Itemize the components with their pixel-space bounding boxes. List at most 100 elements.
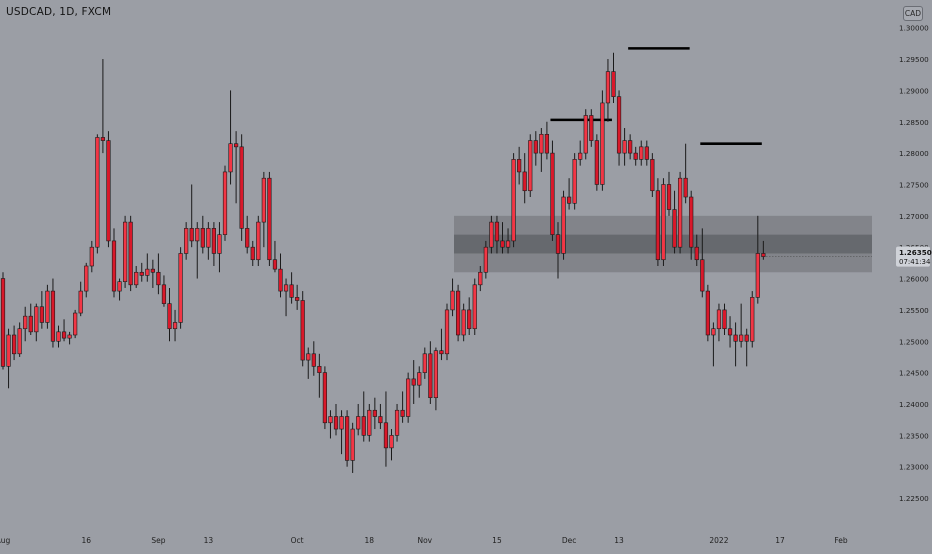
candle-body [461, 309, 466, 336]
candle [106, 131, 111, 248]
candle-body [755, 253, 760, 298]
candle [639, 140, 644, 166]
candle [61, 319, 67, 342]
candle [289, 272, 294, 304]
candle-body [73, 312, 78, 336]
candle [400, 391, 405, 423]
candle [45, 284, 50, 329]
candle [550, 140, 555, 241]
candle [594, 134, 599, 191]
candle [100, 59, 105, 154]
candle-body [467, 309, 472, 330]
candle-body [100, 137, 105, 141]
time-axis[interactable]: Aug 16 Sep 13 Oct 18 Nov 15 Dec 13 2022 17 Feb [0, 536, 848, 545]
price-tick-label: 1.28500 [899, 118, 929, 127]
candle [655, 178, 660, 266]
candle [572, 153, 577, 210]
candle [450, 278, 455, 317]
candle-body [117, 281, 122, 292]
candle-body [234, 143, 239, 148]
candle-body [533, 140, 538, 154]
candle-body [572, 159, 577, 204]
time-tick-label: 16 [81, 536, 91, 545]
candle [272, 240, 278, 273]
candle [511, 153, 516, 248]
candle-body [56, 331, 61, 342]
time-tick-label: 17 [775, 536, 785, 545]
candle [250, 240, 255, 266]
candle-body [750, 297, 755, 342]
candle-body [744, 334, 749, 342]
candle-body [228, 143, 233, 173]
candle-body [178, 253, 183, 323]
candle [17, 322, 22, 357]
candle [367, 403, 372, 442]
time-tick-label: Aug [0, 536, 11, 545]
candle [394, 403, 400, 442]
candle [483, 240, 488, 279]
candle [78, 281, 83, 317]
candle [733, 322, 738, 367]
candle-body [378, 416, 383, 424]
candle [333, 403, 339, 436]
candle [428, 341, 433, 404]
candle-body [272, 259, 278, 270]
candle [189, 184, 194, 248]
candle-body [39, 306, 44, 323]
candle-body [650, 159, 655, 192]
candle [228, 90, 233, 185]
candle [433, 347, 439, 411]
candle-body [450, 290, 455, 311]
candle [561, 190, 566, 260]
candle [150, 259, 155, 288]
candle [261, 171, 266, 248]
candle-body [300, 300, 305, 361]
candle [689, 190, 694, 260]
candle [139, 262, 144, 282]
candle [267, 171, 272, 266]
candle [744, 328, 749, 367]
candle [50, 278, 56, 348]
candle [322, 366, 328, 430]
candle-body [356, 416, 361, 430]
candle [439, 328, 444, 361]
candle-body [344, 416, 350, 461]
price-tick-label: 1.27000 [899, 212, 929, 221]
resistance-lines [550, 47, 762, 146]
currency-badge[interactable]: CAD [903, 6, 923, 21]
candle [467, 297, 472, 335]
candle-body [211, 228, 217, 254]
candle-body [278, 268, 283, 292]
price-axis[interactable]: 1.30000 1.29500 1.29000 1.28500 1.28000 1.275… [899, 24, 929, 503]
candle [533, 131, 538, 166]
candle-body [655, 190, 660, 261]
candle [89, 240, 94, 273]
candle [677, 171, 683, 254]
candle [134, 266, 139, 288]
candle [633, 146, 638, 166]
candle [683, 143, 688, 204]
candle [311, 341, 316, 376]
candle-body [428, 353, 433, 399]
candle [344, 410, 350, 467]
candle-body [644, 146, 649, 160]
candle-body [12, 334, 17, 355]
price-tick-label: 1.25000 [899, 337, 929, 346]
candle [178, 247, 183, 329]
candle [234, 131, 239, 204]
candle [317, 353, 322, 398]
candle [95, 134, 100, 254]
bar-countdown: 07:41:34 [899, 258, 931, 266]
candle [494, 215, 500, 254]
candle [505, 228, 511, 254]
candle-body [134, 271, 139, 286]
candle-body [694, 246, 699, 261]
candle [750, 291, 755, 348]
candle [222, 165, 228, 241]
candle-body [161, 284, 167, 304]
candle [12, 325, 17, 361]
candle-body [145, 268, 150, 276]
candle [172, 309, 178, 342]
